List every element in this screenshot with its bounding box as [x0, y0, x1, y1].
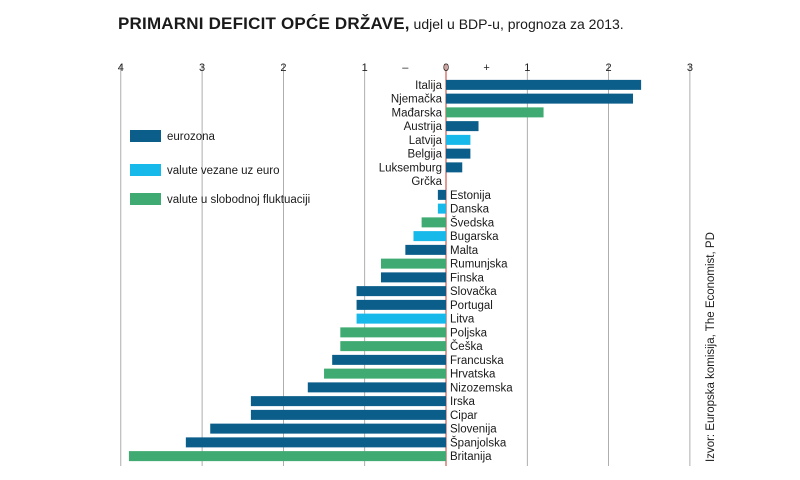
x-tick-label: 1 — [524, 62, 530, 74]
bar-bugarska — [413, 231, 446, 242]
x-tick-label: – — [402, 62, 409, 74]
legend-label-eurozona: eurozona — [167, 131, 216, 143]
x-tick-label: 3 — [687, 62, 693, 74]
bar-italija — [446, 79, 642, 90]
bar-finska — [380, 272, 446, 283]
category-label: Austrija — [404, 121, 443, 133]
bar-malta — [405, 244, 446, 255]
category-label: Češka — [450, 340, 483, 353]
category-label: Finska — [450, 272, 484, 284]
bar-estonija — [437, 189, 446, 200]
source-note: Izvor: Europska komisija, The Economist,… — [705, 232, 717, 462]
category-label: Irska — [450, 396, 476, 408]
category-label: Luksemburg — [379, 162, 442, 174]
bar-slovačka — [356, 286, 446, 297]
category-label: Mađarska — [392, 107, 443, 119]
category-label: Švedska — [450, 216, 495, 229]
bar-cipar — [250, 409, 446, 420]
category-label: Francuska — [450, 355, 504, 367]
legend-swatch-vezane — [130, 164, 161, 176]
x-tick-label: 0 — [443, 62, 449, 74]
category-label: Cipar — [450, 410, 478, 422]
axis-ticks: 4 3 2 1 – 0 +1 2 3 — [118, 62, 693, 74]
category-label: Hrvatska — [450, 369, 496, 381]
x-tick-label: + — [483, 62, 489, 74]
bar-portugal — [356, 299, 446, 310]
x-tick-label: 4 — [118, 62, 124, 74]
chart-title-main: PRIMARNI DEFICIT OPĆE DRŽAVE, — [118, 14, 410, 33]
category-label: Italija — [415, 80, 442, 92]
bar-poljska — [340, 327, 446, 338]
category-label: Latvija — [409, 135, 443, 147]
bar-češka — [340, 341, 446, 352]
bar-britanija — [128, 451, 446, 462]
category-label: Njemačka — [391, 94, 443, 106]
category-label: Danska — [450, 204, 490, 216]
bar-slovenija — [210, 423, 446, 434]
category-label: Slovačka — [450, 286, 497, 298]
bar-litva — [356, 313, 446, 324]
category-label: Rumunjska — [450, 259, 508, 271]
chart-title: PRIMARNI DEFICIT OPĆE DRŽAVE, udjel u BD… — [118, 14, 624, 34]
bars — [128, 79, 642, 462]
bar-mađarska — [446, 107, 544, 118]
category-label: Španjolska — [450, 436, 507, 449]
x-tick-label: 3 — [199, 62, 205, 74]
legend: eurozona valute vezane uz euro valute u sl… — [130, 130, 310, 206]
x-tick-label: 1 — [362, 62, 368, 74]
category-label: Britanija — [450, 451, 492, 463]
bar-švedska — [421, 217, 446, 228]
bar-francuska — [332, 354, 446, 365]
legend-label-vezane: valute vezane uz euro — [167, 165, 280, 177]
bar-luksemburg — [446, 162, 463, 173]
bar-njemačka — [446, 93, 633, 104]
category-label: Grčka — [411, 176, 442, 188]
legend-label-fluktuacija: valute u slobodnoj fluktuaciji — [167, 194, 310, 206]
bar-hrvatska — [324, 368, 446, 379]
x-tick-label: 2 — [280, 62, 286, 74]
category-label: Belgija — [407, 149, 442, 161]
bar-latvija — [446, 134, 471, 145]
bar-danska — [437, 203, 446, 214]
bar-španjolska — [185, 437, 446, 448]
x-tick-label: 2 — [606, 62, 612, 74]
bar-belgija — [446, 148, 471, 159]
bar-irska — [250, 396, 446, 407]
bar-nizozemska — [307, 382, 446, 393]
category-label: Malta — [450, 245, 479, 257]
category-label: Slovenija — [450, 424, 497, 436]
category-label: Estonija — [450, 190, 492, 202]
bar-austrija — [446, 121, 479, 132]
chart-title-sub: udjel u BDP-u, prognoza za 2013. — [409, 16, 624, 32]
category-label: Portugal — [450, 300, 493, 312]
category-label: Nizozemska — [450, 382, 513, 394]
legend-swatch-eurozona — [130, 130, 161, 142]
legend-swatch-fluktuacija — [130, 193, 161, 205]
category-label: Litva — [450, 314, 475, 326]
bar-rumunjska — [380, 258, 446, 269]
category-label: Bugarska — [450, 231, 499, 243]
category-label: Poljska — [450, 327, 488, 339]
